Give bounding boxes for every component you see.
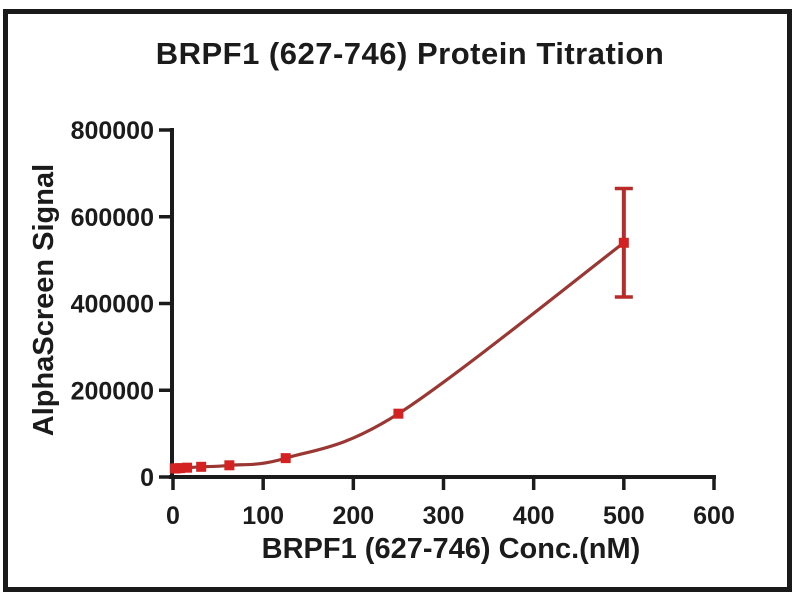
x-axis-title: BRPF1 (627-746) Conc.(nM) bbox=[261, 533, 641, 565]
data-point-marker bbox=[182, 462, 193, 473]
data-point-marker bbox=[196, 461, 207, 472]
y-tick-label: 200000 bbox=[71, 377, 154, 405]
y-tick-label: 0 bbox=[140, 464, 154, 492]
x-tick-label: 200 bbox=[332, 502, 374, 530]
x-tick-label: 500 bbox=[603, 502, 645, 530]
figure-border bbox=[3, 9, 792, 592]
chart-title: BRPF1 (627-746) Protein Titration bbox=[155, 36, 665, 71]
x-tick-label: 600 bbox=[693, 502, 735, 530]
x-tick-label: 0 bbox=[166, 502, 180, 530]
x-tick-label: 300 bbox=[423, 502, 465, 530]
data-point-marker bbox=[224, 460, 235, 471]
y-tick-label: 800000 bbox=[71, 117, 154, 145]
data-point-marker bbox=[618, 237, 629, 248]
x-tick-label: 400 bbox=[513, 502, 555, 530]
fit-curve bbox=[173, 241, 626, 471]
data-point-marker bbox=[393, 408, 404, 419]
x-tick-label: 100 bbox=[242, 502, 284, 530]
data-point-marker bbox=[175, 463, 186, 474]
data-point-marker bbox=[280, 453, 291, 464]
y-tick-label: 600000 bbox=[71, 204, 154, 232]
y-tick-label: 400000 bbox=[71, 291, 154, 319]
